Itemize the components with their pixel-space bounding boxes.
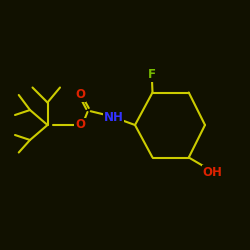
- Text: F: F: [148, 68, 156, 82]
- Text: O: O: [75, 118, 85, 132]
- Text: OH: OH: [202, 166, 222, 179]
- Text: O: O: [75, 88, 85, 102]
- Text: NH: NH: [104, 111, 124, 124]
